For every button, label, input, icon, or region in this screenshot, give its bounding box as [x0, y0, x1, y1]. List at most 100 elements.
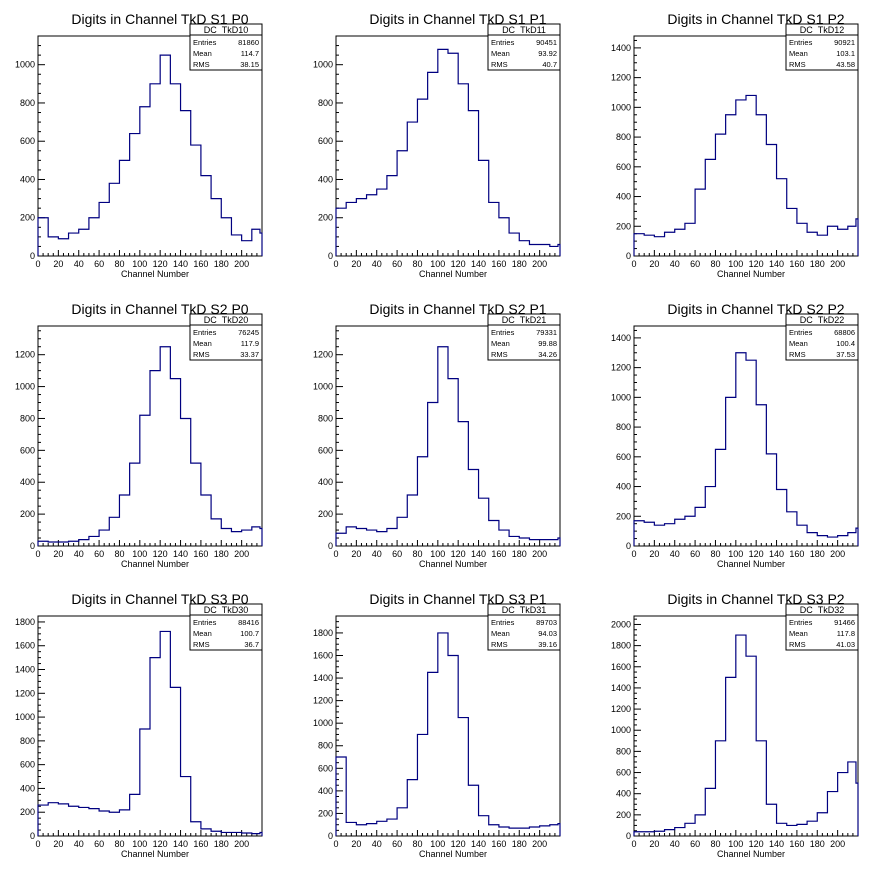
x-tick-label: 160 — [789, 839, 804, 849]
histogram-pad: Digits in Channel TkD S2 P0 0 20 40 60 80 100 1… — [15, 301, 263, 569]
stats-value: 100.4 — [836, 339, 855, 348]
x-tick-label: 20 — [351, 259, 361, 269]
x-tick-label: 20 — [649, 839, 659, 849]
y-tick-label: 1200 — [313, 350, 333, 360]
stats-value: 36.7 — [244, 640, 259, 649]
chart-title: Digits in Channel TkD S1 P0 — [71, 11, 248, 27]
y-origin-label: 0 — [626, 541, 631, 551]
stats-label: RMS — [491, 60, 508, 69]
stats-value: 33.37 — [240, 350, 259, 359]
y-tick-label: 600 — [20, 136, 35, 146]
y-tick-label: 1800 — [611, 641, 631, 651]
y-origin-label: 0 — [626, 251, 631, 261]
y-tick-label: 800 — [616, 422, 631, 432]
histogram-pad: Digits in Channel TkD S1 P2 0 20 40 60 80 100 1… — [611, 11, 859, 279]
y-tick-label: 1000 — [15, 712, 35, 722]
chart-title: Digits in Channel TkD S2 P0 — [71, 301, 248, 317]
x-axis-label: Channel Number — [419, 559, 487, 569]
x-tick-label: 80 — [114, 839, 124, 849]
x-tick-label: 60 — [690, 839, 700, 849]
x-tick-label: 0 — [35, 839, 40, 849]
stats-name: DC_TkD12 — [800, 25, 845, 35]
y-tick-label: 600 — [20, 445, 35, 455]
stats-label: Mean — [491, 339, 510, 348]
y-tick-label: 200 — [20, 509, 35, 519]
stats-value: 34.26 — [538, 350, 557, 359]
x-tick-label: 180 — [214, 839, 229, 849]
x-tick-label: 0 — [333, 259, 338, 269]
x-tick-label: 80 — [412, 839, 422, 849]
y-tick-label: 1200 — [15, 350, 35, 360]
x-tick-label: 60 — [690, 259, 700, 269]
x-tick-label: 40 — [74, 259, 84, 269]
chart-title: Digits in Channel TkD S3 P1 — [369, 591, 546, 607]
stats-label: RMS — [193, 640, 210, 649]
stats-value: 81860 — [238, 38, 259, 47]
x-axis-label: Channel Number — [121, 269, 189, 279]
histogram-pad: Digits in Channel TkD S1 P1 0 20 40 60 80 100 1… — [313, 11, 561, 279]
x-tick-label: 40 — [670, 259, 680, 269]
x-tick-label: 40 — [372, 549, 382, 559]
histogram-series — [335, 48, 561, 256]
stats-label: RMS — [789, 60, 806, 69]
x-axis-label: Channel Number — [419, 849, 487, 859]
histogram-pad: Digits in Channel TkD S2 P1 0 20 40 60 80 100 1… — [313, 301, 561, 569]
x-tick-label: 100 — [132, 839, 147, 849]
y-tick-label: 800 — [20, 98, 35, 108]
y-tick-label: 200 — [318, 509, 333, 519]
stats-box — [487, 313, 561, 361]
x-tick-label: 180 — [810, 259, 825, 269]
x-tick-label: 120 — [749, 259, 764, 269]
y-tick-label: 200 — [318, 808, 333, 818]
stats-value: 40.7 — [542, 60, 557, 69]
x-tick-label: 160 — [789, 549, 804, 559]
y-tick-label: 1000 — [313, 382, 333, 392]
stats-box — [487, 603, 561, 651]
stats-label: Mean — [789, 339, 808, 348]
stats-box — [189, 603, 263, 651]
y-tick-label: 200 — [616, 221, 631, 231]
x-tick-label: 40 — [372, 259, 382, 269]
x-tick-label: 100 — [430, 839, 445, 849]
stats-box — [487, 23, 561, 71]
stats-value: 89703 — [536, 618, 557, 627]
x-axis-label: Channel Number — [717, 269, 785, 279]
y-tick-label: 400 — [20, 783, 35, 793]
x-tick-label: 180 — [214, 549, 229, 559]
x-tick-label: 0 — [35, 549, 40, 559]
y-tick-label: 600 — [318, 445, 333, 455]
y-tick-label: 200 — [318, 213, 333, 223]
x-tick-label: 60 — [94, 259, 104, 269]
x-tick-label: 20 — [649, 549, 659, 559]
stats-label: Mean — [491, 629, 510, 638]
y-tick-label: 400 — [318, 786, 333, 796]
y-tick-label: 200 — [616, 810, 631, 820]
x-tick-label: 100 — [728, 549, 743, 559]
y-tick-label: 1600 — [313, 650, 333, 660]
x-tick-label: 60 — [94, 839, 104, 849]
x-tick-label: 120 — [451, 839, 466, 849]
stats-value: 103.1 — [836, 49, 855, 58]
y-tick-label: 600 — [616, 162, 631, 172]
x-tick-label: 140 — [769, 839, 784, 849]
x-tick-label: 80 — [114, 259, 124, 269]
y-origin-label: 0 — [626, 831, 631, 841]
y-origin-label: 0 — [328, 541, 333, 551]
y-tick-label: 1200 — [313, 696, 333, 706]
stats-name: DC_TkD32 — [800, 605, 845, 615]
y-tick-label: 400 — [318, 477, 333, 487]
x-tick-label: 120 — [749, 839, 764, 849]
x-tick-label: 100 — [430, 549, 445, 559]
y-tick-label: 1800 — [313, 628, 333, 638]
x-tick-label: 200 — [234, 839, 249, 849]
y-tick-label: 1400 — [611, 333, 631, 343]
x-tick-label: 80 — [710, 549, 720, 559]
y-tick-label: 800 — [318, 413, 333, 423]
stats-label: Entries — [193, 328, 217, 337]
stats-label: Mean — [193, 339, 212, 348]
stats-name: DC_TkD22 — [800, 315, 845, 325]
histogram-series — [37, 630, 263, 836]
stats-label: RMS — [193, 350, 210, 359]
x-tick-label: 40 — [670, 549, 680, 559]
x-tick-label: 20 — [53, 839, 63, 849]
